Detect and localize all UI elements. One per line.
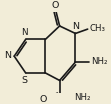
Text: O: O (40, 95, 47, 104)
Text: CH₃: CH₃ (90, 24, 106, 33)
Text: NH₂: NH₂ (91, 57, 107, 66)
Text: NH₂: NH₂ (74, 93, 91, 102)
Text: S: S (22, 76, 28, 85)
Text: N: N (21, 28, 28, 37)
Text: N: N (4, 51, 11, 60)
Text: O: O (52, 1, 59, 10)
Text: N: N (72, 22, 79, 30)
